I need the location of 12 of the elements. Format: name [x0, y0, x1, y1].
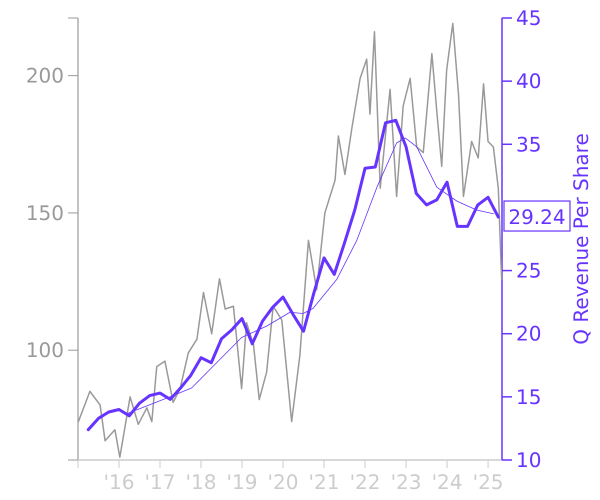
y-tick-label: 200	[26, 64, 64, 88]
y2-tick-label: 45	[516, 6, 542, 30]
y2-tick-label: 40	[516, 69, 542, 94]
y2-tick-label: 10	[516, 448, 542, 472]
data-label: 29.24	[508, 205, 566, 230]
y2-tick-label: 25	[516, 258, 542, 283]
y2-axis-title: Q Revenue Per Share	[569, 133, 593, 345]
y2-tick-label: 35	[516, 132, 542, 156]
y-tick-label: 150	[26, 200, 64, 225]
y2-tick-label: 20	[516, 322, 542, 346]
y-tick-label: 100	[26, 338, 64, 362]
y2-tick-label: 15	[516, 384, 542, 409]
